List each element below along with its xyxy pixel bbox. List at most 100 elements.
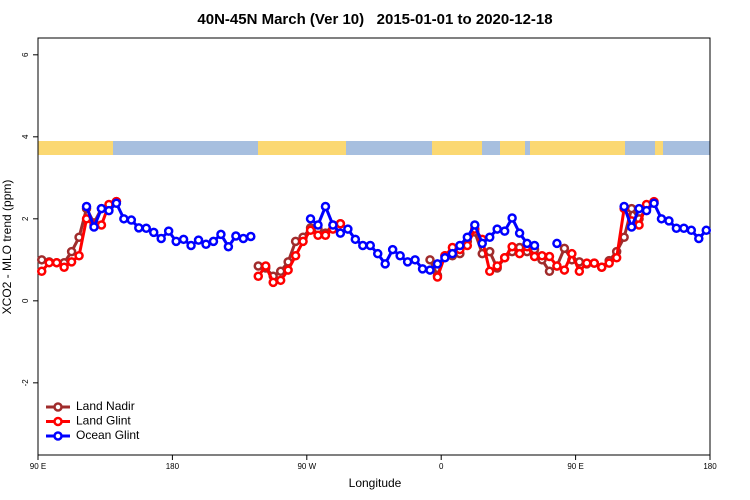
x-tick-label: 90 E <box>567 462 583 471</box>
data-point <box>522 238 532 249</box>
data-point <box>641 205 652 216</box>
data-point <box>686 225 697 236</box>
data-point <box>186 240 196 251</box>
data-point <box>679 223 689 234</box>
legend-item: Land Nadir <box>46 399 135 413</box>
data-point <box>499 253 510 263</box>
legend-marker <box>53 402 63 412</box>
data-point <box>268 277 278 288</box>
data-point <box>574 266 585 277</box>
x-tick-label: 90 W <box>297 462 316 471</box>
data-point <box>559 243 570 254</box>
x-axis-label: Longitude <box>349 476 402 490</box>
legend-marker <box>53 431 63 441</box>
data-point <box>567 248 577 259</box>
data-point <box>596 262 607 272</box>
series <box>81 198 712 275</box>
chart-title: 40N-45N March (Ver 10) 2015-01-01 to 202… <box>197 11 552 28</box>
data-point <box>649 198 659 208</box>
data-point <box>425 255 435 265</box>
data-point <box>313 230 323 240</box>
data-point <box>387 244 398 255</box>
data-point <box>537 250 547 261</box>
series-line <box>41 200 655 280</box>
data-point <box>589 258 600 268</box>
data-point <box>619 201 629 212</box>
data-point <box>74 250 84 261</box>
data-point <box>313 220 323 230</box>
data-point <box>148 227 159 238</box>
data-point <box>343 224 353 234</box>
data-point <box>320 201 331 212</box>
data-point <box>529 251 540 262</box>
data-point <box>298 236 308 247</box>
x-tick-label: 180 <box>166 462 180 471</box>
data-point <box>335 228 346 238</box>
data-point <box>290 250 301 261</box>
data-point <box>104 205 114 216</box>
data-point <box>410 255 420 265</box>
data-point <box>223 241 234 252</box>
data-point <box>81 201 92 212</box>
data-point <box>156 233 166 244</box>
y-tick-label: 0 <box>21 298 30 303</box>
data-point <box>178 234 189 245</box>
plot-frame <box>37 37 711 456</box>
data-point <box>253 261 264 271</box>
data-point <box>51 257 62 268</box>
data-point <box>462 232 473 243</box>
data-point <box>425 265 435 275</box>
data-point <box>358 240 368 251</box>
data-point <box>656 214 667 224</box>
data-point <box>432 272 443 282</box>
data-point <box>484 246 495 257</box>
data-point <box>514 228 525 238</box>
data-point <box>372 248 383 259</box>
data-point <box>514 248 525 259</box>
legend-item: Land Glint <box>46 414 131 428</box>
data-point <box>201 239 211 249</box>
data-point <box>470 220 480 230</box>
data-point <box>484 266 495 277</box>
data-point <box>66 246 77 257</box>
x-tick-label: 0 <box>439 462 444 471</box>
data-point <box>447 248 458 259</box>
y-tick-label: 2 <box>21 216 30 221</box>
data-point <box>111 198 122 208</box>
data-point <box>552 261 562 271</box>
legend-label: Ocean Glint <box>76 428 140 442</box>
data-point <box>253 271 264 281</box>
data-point <box>634 203 644 214</box>
legend-label: Land Nadir <box>76 399 135 413</box>
y-tick-label: 6 <box>21 52 30 57</box>
data-point <box>544 251 555 262</box>
data-point <box>96 203 107 214</box>
legend-marker <box>53 416 63 427</box>
data-point <box>701 225 712 236</box>
data-point <box>350 234 361 245</box>
data-point <box>380 259 390 269</box>
data-point <box>462 240 473 251</box>
data-point <box>59 262 69 272</box>
series <box>36 196 659 288</box>
data-point <box>477 238 488 249</box>
data-point <box>36 255 47 265</box>
data-point <box>507 241 517 252</box>
data-point <box>440 253 450 263</box>
data-point <box>417 264 428 274</box>
data-point <box>89 222 99 232</box>
data-point <box>664 216 674 226</box>
legend-item: Ocean Glint <box>46 428 140 442</box>
data-point <box>552 238 562 249</box>
data-point <box>320 230 331 240</box>
data-point <box>604 258 614 268</box>
data-point <box>193 235 204 245</box>
data-point <box>305 214 316 224</box>
data-point <box>36 266 47 277</box>
data-point <box>216 229 226 240</box>
data-point <box>305 225 316 236</box>
data-point <box>402 257 413 267</box>
data-point <box>507 213 517 223</box>
data-point <box>365 240 376 251</box>
data-point <box>275 275 286 286</box>
